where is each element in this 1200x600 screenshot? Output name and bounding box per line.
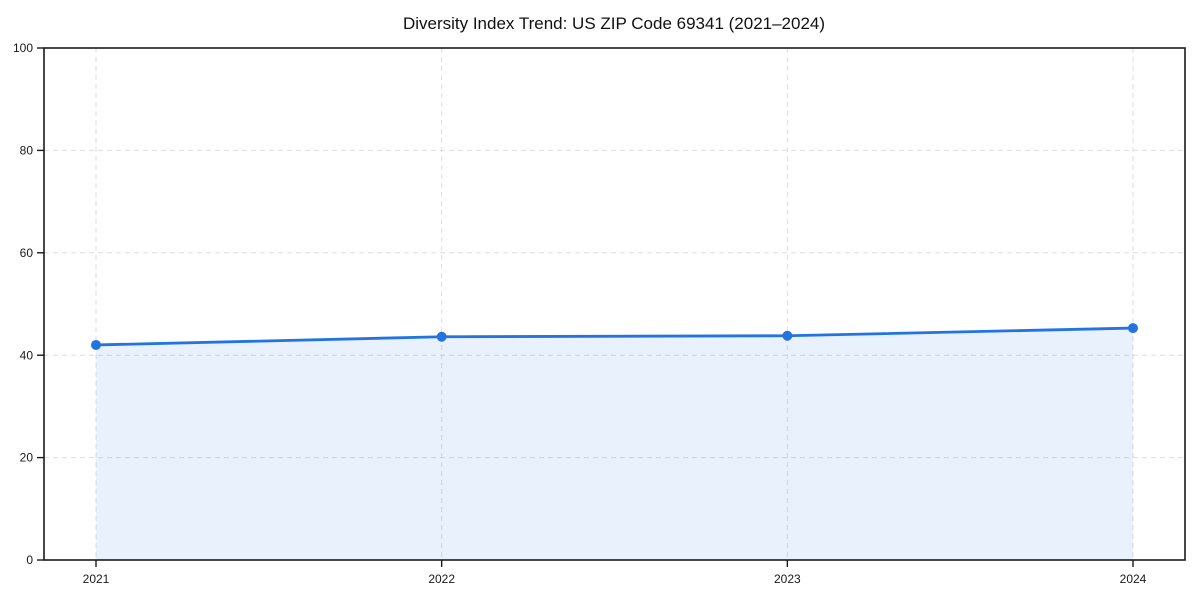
line-layer: [94, 326, 1135, 347]
area-fill-layer: [96, 328, 1133, 560]
tickmarks-layer: [37, 47, 1134, 567]
x-tick-label: 2023: [774, 572, 801, 586]
data-point-2024: [1128, 323, 1138, 334]
y-tick-label: 40: [20, 348, 34, 362]
x-tick-label: 2021: [83, 572, 110, 586]
gridlines-layer: [44, 48, 1185, 560]
data-point-2022: [436, 331, 447, 342]
data-point-2023: [782, 330, 793, 341]
y-tick-label: 20: [20, 451, 34, 465]
markers-layer: [91, 323, 1138, 350]
chart-title: Diversity Index Trend: US ZIP Code 69341…: [403, 14, 825, 33]
data-point-2021: [91, 339, 101, 350]
y-tick-label: 0: [26, 553, 33, 567]
plot-border: [43, 47, 1186, 561]
tick-labels-layer: 0 20 40 60 80 100 2021 2022 2023 2024: [13, 41, 1147, 586]
area-fill: [96, 328, 1133, 560]
y-tick-label: 100: [13, 41, 33, 55]
x-tick-label: 2024: [1120, 572, 1147, 586]
y-tick-label: 80: [20, 143, 34, 157]
trend-line: [94, 326, 1135, 347]
x-tick-label: 2022: [428, 572, 455, 586]
y-tick-label: 60: [20, 246, 34, 260]
spines-layer: [43, 47, 1186, 561]
